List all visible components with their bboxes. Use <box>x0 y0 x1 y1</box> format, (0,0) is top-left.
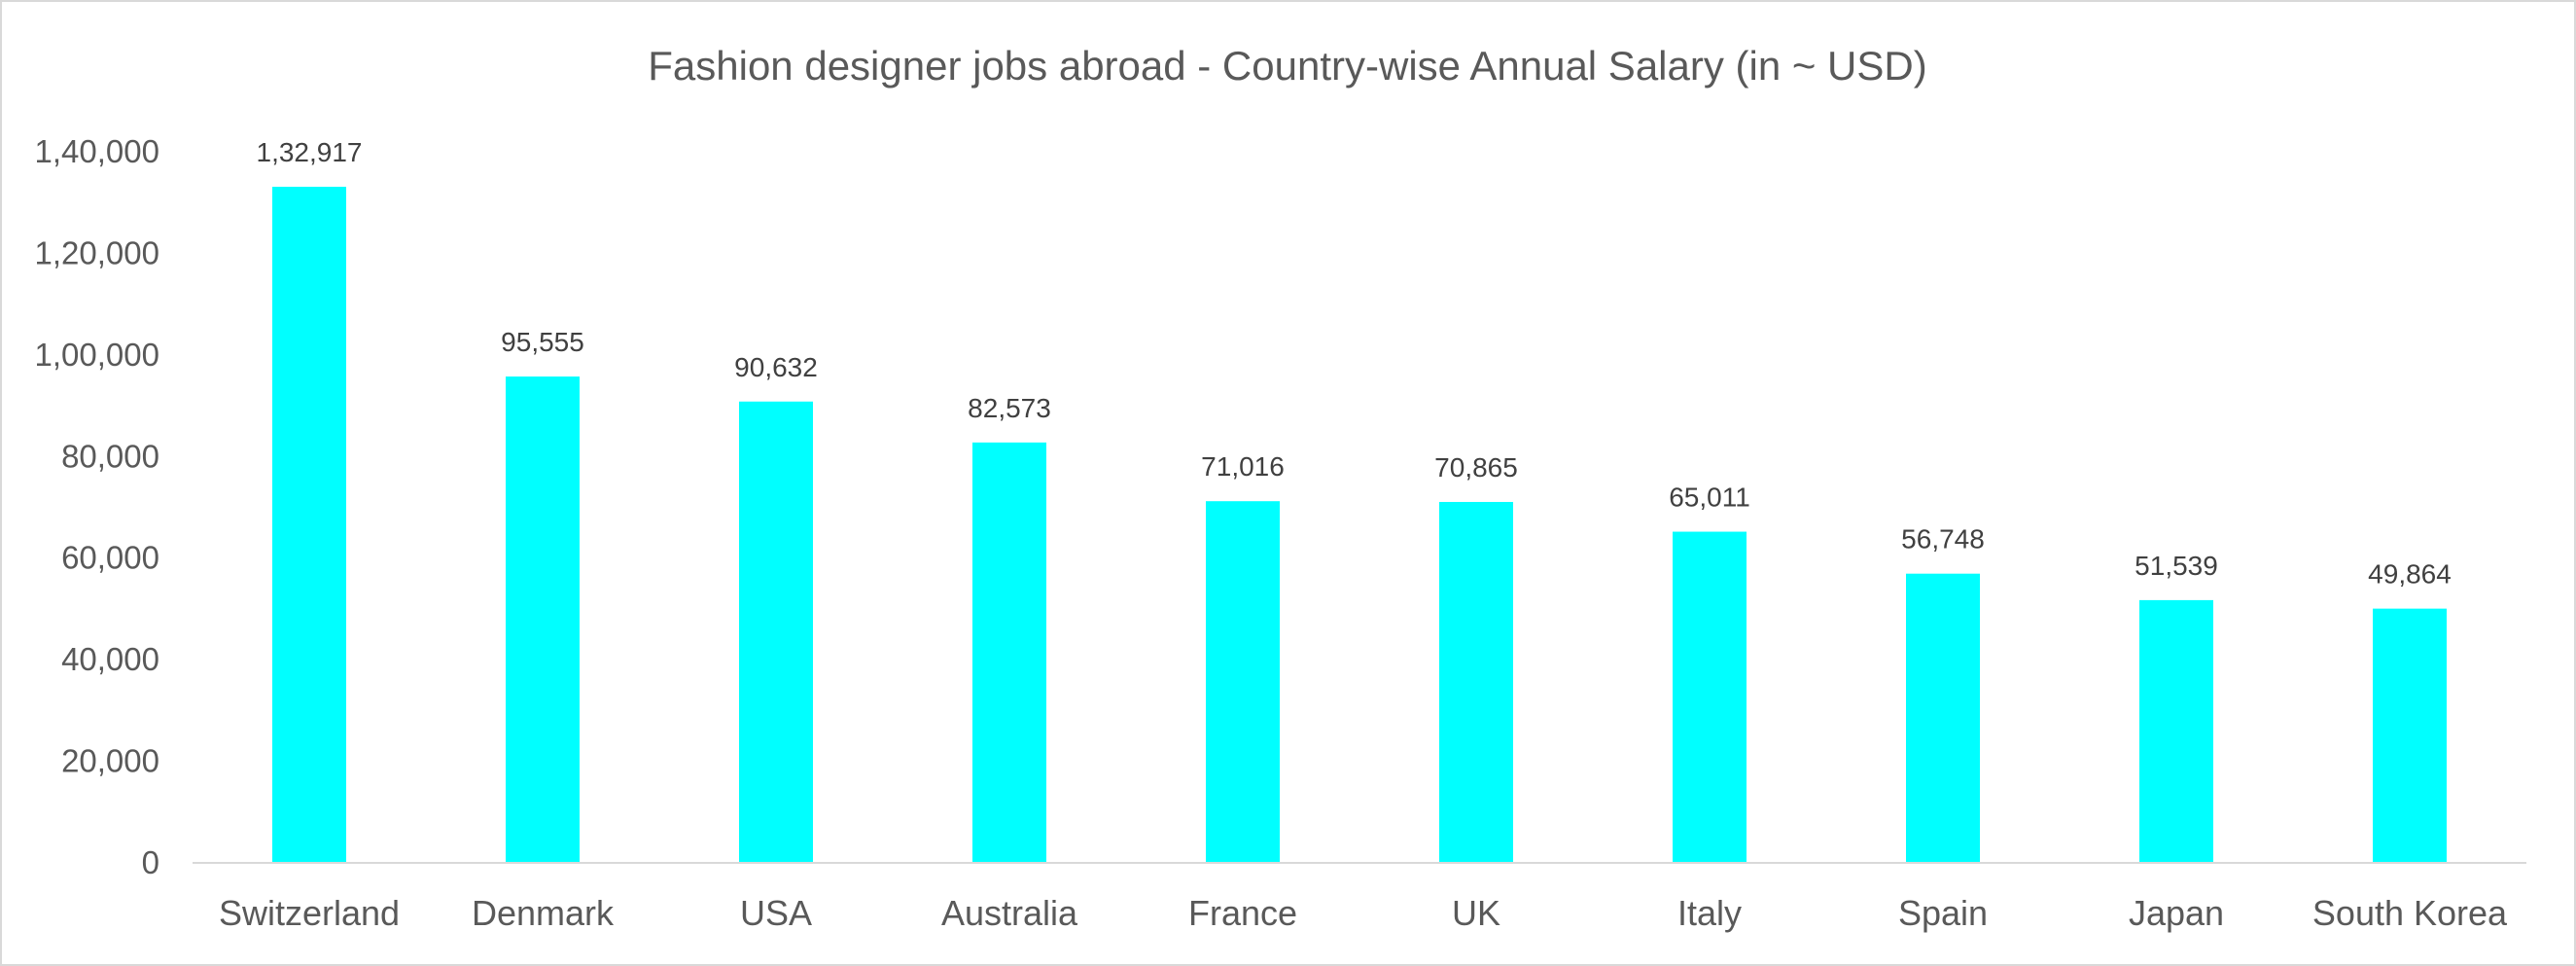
bar <box>1206 501 1280 862</box>
x-tick-label: France <box>1188 893 1297 933</box>
x-tick-label: Denmark <box>472 893 615 933</box>
y-tick-label: 40,000 <box>61 641 159 677</box>
x-tick-label: Australia <box>941 893 1078 933</box>
data-label: 95,555 <box>501 327 584 357</box>
bar <box>1673 531 1747 862</box>
x-tick-label: Spain <box>1898 893 1988 933</box>
data-label: 71,016 <box>1201 451 1285 482</box>
y-tick-label: 1,20,000 <box>35 234 159 270</box>
data-label: 65,011 <box>1669 483 1750 513</box>
data-label: 51,539 <box>2135 551 2218 581</box>
x-tick-label: Switzerland <box>219 893 400 933</box>
bar <box>1906 573 1980 862</box>
data-label: 49,864 <box>2368 559 2452 590</box>
y-tick-label: 20,000 <box>61 743 159 779</box>
x-tick-label: Japan <box>2129 893 2224 933</box>
bar <box>2139 599 2213 862</box>
x-tick-label: UK <box>1452 893 1500 933</box>
y-tick-label: 60,000 <box>61 540 159 576</box>
bar <box>506 376 580 862</box>
data-labels-group: 1,32,917 95,555 90,632 82,573 71,016 70,865 65… <box>257 137 2452 590</box>
y-tick-label: 80,000 <box>61 438 159 474</box>
bar <box>2373 608 2447 862</box>
y-tick-label: 0 <box>142 844 159 880</box>
bar <box>1439 501 1513 862</box>
data-label: 90,632 <box>734 352 818 382</box>
bar <box>272 186 346 862</box>
chart-title: Fashion designer jobs abroad - Country-w… <box>648 43 1926 89</box>
data-label: 82,573 <box>968 393 1051 423</box>
x-axis-ticks: Switzerland Denmark USA Australia France UK It… <box>219 893 2508 933</box>
data-label: 1,32,917 <box>257 137 363 167</box>
y-tick-label: 1,40,000 <box>35 133 159 169</box>
x-tick-label: USA <box>740 893 812 933</box>
x-tick-label: Italy <box>1677 893 1742 933</box>
data-label: 56,748 <box>1901 524 1985 555</box>
y-axis-ticks: 0 20,000 40,000 60,000 80,000 1,00,000 1,20,00… <box>35 133 159 880</box>
x-tick-label: South Korea <box>2312 893 2508 933</box>
y-tick-label: 1,00,000 <box>35 337 159 373</box>
bar <box>972 442 1046 862</box>
data-label: 70,865 <box>1434 452 1518 483</box>
bars-group <box>272 186 2447 862</box>
bar <box>739 401 813 862</box>
